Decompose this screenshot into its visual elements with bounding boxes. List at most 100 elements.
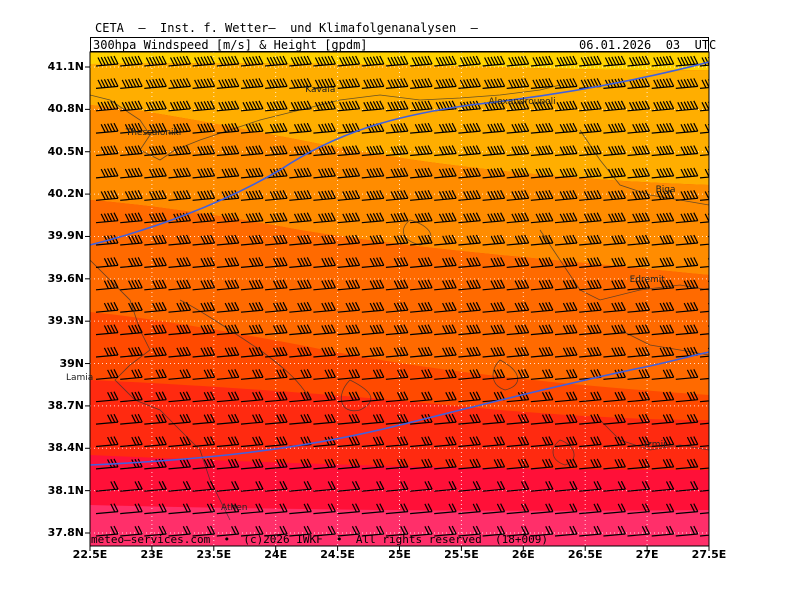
wind-barb <box>313 346 336 358</box>
wind-barb <box>675 369 699 380</box>
wind-barb <box>651 55 675 67</box>
wind-barb <box>192 503 216 515</box>
wind-barb <box>120 324 143 336</box>
x-tick-label: 27E <box>635 548 659 561</box>
wind-barb <box>95 301 119 313</box>
wind-barb <box>216 525 240 537</box>
wind-barb <box>410 78 433 89</box>
wind-barb <box>530 212 554 224</box>
x-tick-label: 26.5E <box>567 548 603 561</box>
height-contour <box>90 351 709 466</box>
y-tick-label: 38.4N <box>47 441 84 455</box>
wind-barb <box>458 301 481 313</box>
wind-barb <box>385 301 409 313</box>
wind-barb <box>651 369 675 380</box>
wind-barb <box>289 279 312 291</box>
x-tick-label: 25E <box>388 548 411 561</box>
wind-barb <box>144 145 167 157</box>
wind-barb <box>603 234 626 246</box>
wind-barb <box>482 301 506 313</box>
wind-barb <box>385 145 409 157</box>
wind-barb <box>289 346 312 358</box>
wind-barb <box>410 480 433 492</box>
wind-barb <box>361 279 385 291</box>
wind-barb <box>554 212 578 224</box>
wind-barb <box>361 145 385 157</box>
wind-barb <box>410 100 433 112</box>
wind-barb <box>168 190 192 201</box>
wind-barb <box>216 122 240 134</box>
wind-barb <box>506 145 530 157</box>
wind-barb <box>627 391 651 403</box>
wind-barb <box>265 234 288 246</box>
wind-barb <box>651 212 675 224</box>
y-tick-label: 39N <box>59 356 84 370</box>
wind-barb <box>627 436 651 448</box>
wind-barb <box>289 391 312 403</box>
wind-barb <box>240 480 264 492</box>
wind-barb <box>530 301 554 313</box>
wind-barb <box>434 458 457 470</box>
wind-barb <box>337 503 361 515</box>
wind-barb <box>361 525 385 537</box>
wind-barb <box>579 190 602 201</box>
wind-barb <box>603 212 626 224</box>
wind-barb <box>120 257 143 268</box>
wind-barb <box>385 525 409 537</box>
wind-barb <box>506 458 530 470</box>
wind-barb <box>144 480 167 492</box>
wind-barb <box>603 458 626 470</box>
x-tick-label: 26E <box>511 548 535 561</box>
wind-barb <box>120 413 143 425</box>
wind-barb <box>482 167 506 179</box>
wind-barb <box>434 503 457 515</box>
wind-barb <box>434 301 457 313</box>
wind-barb <box>95 212 119 224</box>
wind-barb <box>168 78 192 89</box>
wind-barb <box>313 413 336 425</box>
wind-barb <box>144 100 167 112</box>
city-label: Biga <box>655 184 676 195</box>
wind-barb <box>240 301 264 313</box>
wind-barb <box>289 369 312 380</box>
wind-barb <box>361 257 385 268</box>
wind-barb <box>579 480 602 492</box>
x-tick-label: 22.5E <box>72 548 108 561</box>
wind-barb <box>530 458 554 470</box>
wind-barb <box>216 369 240 380</box>
wind-barb <box>482 391 506 403</box>
wind-barb <box>240 100 264 112</box>
wind-barb <box>627 257 651 268</box>
wind-barb <box>699 489 709 492</box>
wind-barb <box>313 525 336 537</box>
wind-barb <box>675 78 699 89</box>
wind-barb <box>95 145 119 157</box>
wind-barb <box>675 324 699 336</box>
wind-barb <box>289 190 312 201</box>
wind-barb <box>168 145 192 157</box>
wind-barb <box>265 55 288 67</box>
wind-barb <box>506 212 530 224</box>
wind-barb <box>265 190 288 201</box>
wind-barb <box>192 234 216 246</box>
wind-barb <box>675 190 699 201</box>
wind-barb <box>506 234 530 246</box>
wind-barb <box>675 55 699 67</box>
wind-barb <box>216 212 240 224</box>
wind-barb <box>410 324 433 336</box>
wind-barb <box>168 212 192 224</box>
wind-barb <box>530 55 554 67</box>
wind-barb <box>289 503 312 515</box>
wind-barb <box>530 257 554 268</box>
wind-barb <box>95 324 119 336</box>
wind-barb <box>313 391 336 403</box>
axis-ticks <box>85 66 710 551</box>
wind-barb <box>410 234 433 246</box>
wind-barb <box>192 100 216 112</box>
wind-barb <box>265 279 288 291</box>
wind-barb <box>675 279 699 291</box>
wind-barb <box>240 279 264 291</box>
wind-barb <box>434 324 457 336</box>
wind-barb <box>603 145 626 157</box>
wind-barb <box>337 525 361 537</box>
